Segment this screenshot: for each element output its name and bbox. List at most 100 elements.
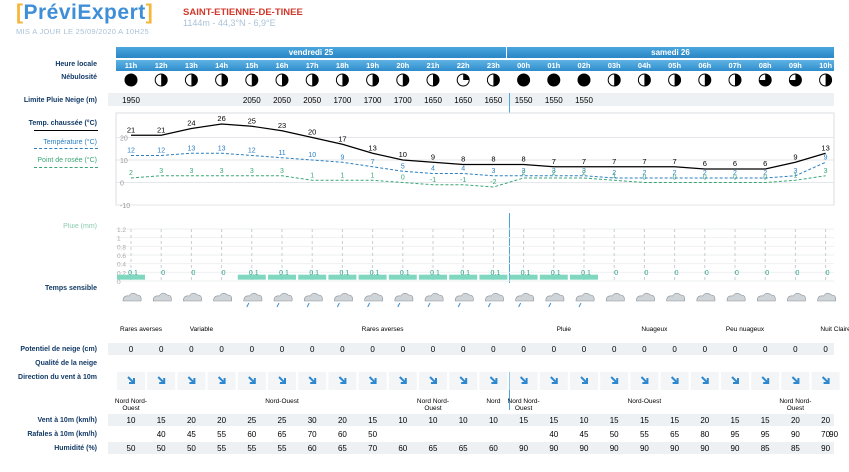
wind-gust-value: 90 <box>790 430 800 439</box>
temp-data-label: 7 <box>371 159 375 166</box>
weather-rain-drop <box>336 302 340 308</box>
wind-arrow-icon <box>640 376 649 384</box>
snow-limit-value: 2050 <box>242 96 261 105</box>
snow-potential-value: 0 <box>309 345 315 354</box>
weather-text-label: Peu nuageux <box>725 326 765 333</box>
temp-data-label: 3 <box>280 168 284 175</box>
humidity-value: 55 <box>247 444 257 453</box>
humidity-value: 55 <box>217 444 227 453</box>
weather-rain-drop <box>457 302 461 308</box>
temp-data-label: 0 <box>763 175 767 182</box>
humidity-value: 70 <box>368 444 378 453</box>
rain-value-label: 0.1 <box>128 270 138 277</box>
humidity-value: 90 <box>609 444 619 453</box>
rain-value-label: 0 <box>765 270 769 277</box>
humidity-value: 65 <box>337 444 347 453</box>
temp-data-label: 2 <box>612 170 616 177</box>
station-name: SAINT-ETIENNE-DE-TINEE <box>183 7 303 18</box>
snow-limit-value: 2050 <box>273 96 291 105</box>
rain-value-label: 0 <box>705 270 709 277</box>
temp-data-label: 2 <box>582 170 586 177</box>
temp-data-label: 12 <box>127 148 135 155</box>
snow-potential-value: 0 <box>642 345 647 354</box>
temp-chart-frame <box>115 112 835 206</box>
snow-limit-value: 1550 <box>514 96 533 105</box>
temp-data-label: 1 <box>310 172 314 179</box>
wind-gust-value: 65 <box>670 430 680 439</box>
wind-arrow-icon <box>821 376 830 384</box>
temp-data-label: 13 <box>188 145 196 152</box>
temp-data-label: 2 <box>733 170 737 177</box>
rain-value-label: 0.1 <box>340 270 350 277</box>
humidity-value: 50 <box>156 444 166 453</box>
weather-cloud-icon <box>243 292 263 302</box>
wind-gust-value: 50 <box>609 430 619 439</box>
temp-data-label: 25 <box>248 116 256 125</box>
cloud-cover-fill <box>578 74 590 86</box>
label-qualite-neige: Qualité de la neige <box>35 360 97 367</box>
rain-value-label: 0.1 <box>400 270 410 277</box>
wind-gust-value: 95 <box>760 430 770 439</box>
wind-direction-label: Nord-Ouest <box>627 398 662 405</box>
wind-arrow-icon <box>187 376 196 384</box>
temp-data-label: 24 <box>187 119 195 128</box>
label-potentiel-neige: Potentiel de neige (cm) <box>20 346 97 353</box>
wind-speed-value: 15 <box>519 416 529 425</box>
temp-data-label: 3 <box>824 168 828 175</box>
rain-value-label: 0.1 <box>279 270 289 277</box>
row-bg-snow-limit <box>108 93 834 106</box>
wind-arrow-icon <box>580 376 588 384</box>
weather-cloud-icon <box>394 292 414 302</box>
humidity-value: 60 <box>307 444 317 453</box>
rain-bar <box>268 274 296 280</box>
cloud-cover-fill <box>221 74 228 86</box>
hour-cell: 13h <box>184 61 198 70</box>
humidity-value: 50 <box>186 444 196 453</box>
snow-potential-value: 0 <box>430 345 436 354</box>
temp-data-label: -1 <box>430 177 436 184</box>
weather-cloud-icon <box>152 292 172 302</box>
wind-arrow-icon <box>791 376 800 384</box>
weather-cloud-icon <box>575 292 595 302</box>
wind-gust-extra: 90 <box>829 430 839 439</box>
hour-cell: 05h <box>668 61 682 70</box>
temp-data-label: 4 <box>461 166 465 173</box>
temp-data-label: 6 <box>763 159 767 168</box>
wind-arrow-icon <box>157 376 166 384</box>
rain-tick-label: 1.2 <box>117 227 126 234</box>
snow-limit-value: 1700 <box>333 96 352 105</box>
temp-data-label: 2 <box>552 170 556 177</box>
rain-value-label: 0.1 <box>551 270 561 277</box>
series-point-rosee <box>130 175 826 188</box>
humidity-value: 90 <box>639 444 649 453</box>
legend-line-chaussee <box>34 130 98 131</box>
humidity-value: 90 <box>549 444 559 453</box>
snow-potential-value: 0 <box>521 345 526 354</box>
temp-data-label: 2 <box>522 170 526 177</box>
wind-arrow-icon <box>550 376 558 384</box>
weather-rain-drop <box>276 302 280 308</box>
weather-cloud-icon <box>666 292 686 302</box>
station-coords: 1144m - 44,3°N - 6,9°E <box>183 18 276 28</box>
snow-potential-value: 0 <box>672 345 677 354</box>
temp-data-label: 10 <box>399 150 407 159</box>
humidity-value: 90 <box>579 444 589 453</box>
wind-speed-value: 15 <box>609 416 619 425</box>
wind-speed-value: 20 <box>337 416 347 425</box>
wind-gust-value: 40 <box>156 430 166 439</box>
temp-data-label: 1 <box>340 172 344 179</box>
label-pluie: Pluie (mm) <box>63 223 97 230</box>
rain-bar <box>358 274 387 280</box>
rain-bar <box>570 274 598 280</box>
temp-data-label: 5 <box>401 163 405 170</box>
cloud-cover-fill <box>759 74 772 86</box>
snow-potential-value: 0 <box>279 345 285 354</box>
snow-potential-value: 0 <box>460 345 466 354</box>
weather-rain-drop <box>548 302 552 308</box>
rain-value-label: 0 <box>614 270 618 277</box>
app-logo: [PréviExpert] <box>16 1 154 24</box>
temp-data-label: 0 <box>642 175 646 182</box>
cloud-cover-fill <box>644 74 651 86</box>
temp-data-label: 20 <box>308 128 316 137</box>
weather-rain-drop <box>246 302 250 308</box>
